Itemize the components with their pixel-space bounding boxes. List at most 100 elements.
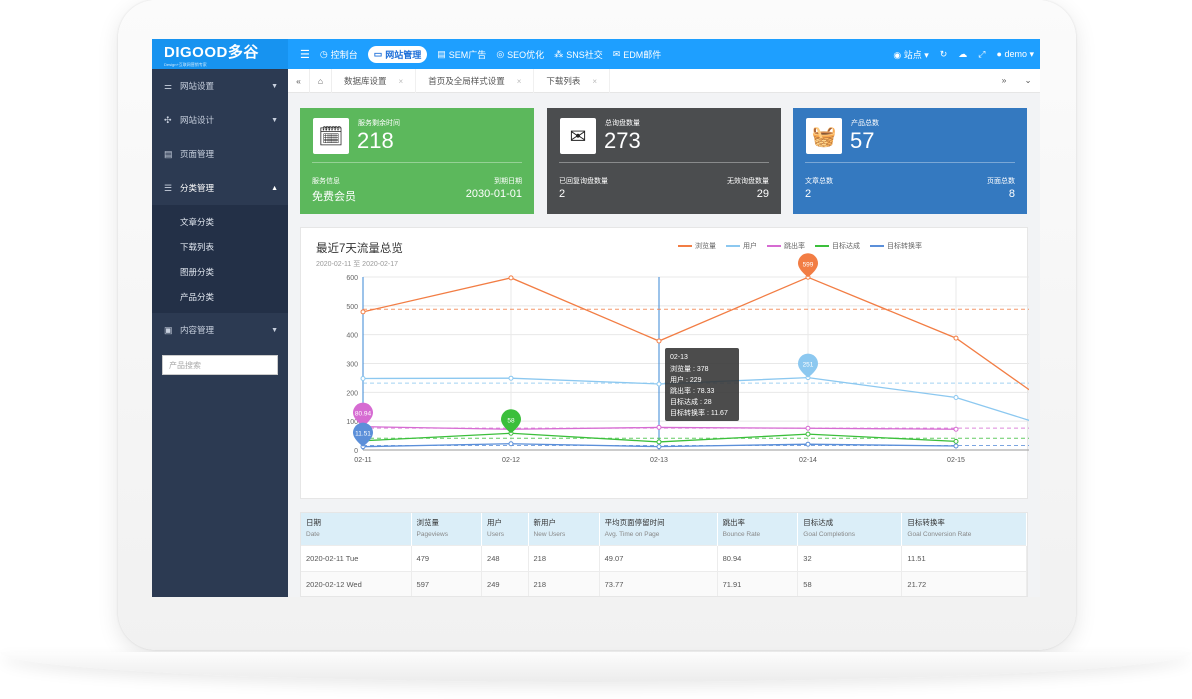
header-cn: 平均页面停留时间 <box>604 518 665 527</box>
table-cell: 2020-02-12 Wed <box>301 570 412 596</box>
card-foot-right-value: 2030-01-01 <box>465 188 522 200</box>
caret-down-icon: ▼ <box>271 82 278 90</box>
sidebar-subitem-album-category[interactable]: 图册分类 <box>180 266 215 277</box>
table-cell: 248 <box>481 544 529 571</box>
marker-label: 251 <box>803 362 814 369</box>
product-search-input[interactable]: 产品搜索 <box>162 355 278 375</box>
tooltip-line: 跳出率 : 78.33 <box>670 386 714 395</box>
nav-seo[interactable]: ◎ SEO优化 <box>496 48 544 61</box>
legend-swatch <box>815 245 829 247</box>
table-cell: 479 <box>411 544 483 571</box>
close-icon[interactable]: × <box>398 76 404 86</box>
marker-pin <box>798 253 818 278</box>
tab-controls: » ⌄ <box>992 75 1040 86</box>
tabs-scroll-right-icon[interactable]: » <box>1001 75 1007 85</box>
legend-swatch <box>678 245 692 247</box>
sidebar-item-content-management[interactable]: ▣ 内容管理 ▼ <box>152 313 288 347</box>
user-menu[interactable]: ● demo ▾ <box>996 48 1035 59</box>
traffic-table: 日期 Date 浏览量 Pageviews 用户 Users 新用户 New Users 平均页… <box>301 513 1027 596</box>
header-en: Avg. Time on Page <box>604 531 660 538</box>
table-cell: 597 <box>411 570 483 596</box>
legend-label: 目标达成 <box>832 243 860 250</box>
nav-edm[interactable]: ✉ EDM邮件 <box>613 48 662 61</box>
header-en: Bounce Rate <box>722 531 761 538</box>
data-point <box>805 431 811 437</box>
card-foot-right-value: 8 <box>1008 188 1015 200</box>
close-icon[interactable]: × <box>516 76 522 86</box>
sidebar-subitem-download-list[interactable]: 下载列表 <box>180 241 215 252</box>
close-icon[interactable]: × <box>592 76 598 86</box>
nav-site-management[interactable]: ▭ 网站管理 <box>367 45 428 63</box>
sidebar-item-site-settings[interactable]: ⚌ 网站设置 ▼ <box>152 69 288 103</box>
nav-sem[interactable]: ▤ SEM广告 <box>437 48 486 61</box>
nav-dashboard[interactable]: ◷ 控制台 <box>320 48 358 61</box>
sidebar-item-site-design[interactable]: ✣ 网站设计 ▼ <box>152 103 288 137</box>
tab-label: 数据库设置 <box>344 75 387 86</box>
legend-swatch <box>726 245 740 247</box>
tooltip-date: 02-13 <box>670 354 688 361</box>
table-header-cell: 日期 Date <box>301 513 412 545</box>
nav-sns[interactable]: ⁂ SNS社交 <box>554 48 603 61</box>
card-label: 服务剩余时间 <box>358 120 400 127</box>
table-cell: 218 <box>528 544 600 571</box>
tabs-menu-chevron-icon[interactable]: ⌄ <box>1024 75 1032 85</box>
legend-label: 目标转换率 <box>887 243 922 250</box>
chart-legend: 浏览量 用户 跳出率 目标达成 目标转换率 <box>678 241 922 251</box>
legend-item[interactable]: 浏览量 <box>678 241 716 251</box>
card-foot-right-label: 无效询盘数量 <box>727 178 769 185</box>
home-tab-icon[interactable]: ⌂ <box>310 68 332 93</box>
tab-database-settings[interactable]: 数据库设置 × <box>332 68 417 93</box>
sidebar-subitem-product-category[interactable]: 产品分类 <box>180 291 215 302</box>
table-header-cell: 平均页面停留时间 Avg. Time on Page <box>599 513 718 545</box>
marker-label: 11.51 <box>355 431 371 438</box>
refresh-icon[interactable]: ↻ <box>939 48 948 59</box>
card-foot-right-value: 29 <box>756 188 769 200</box>
data-point <box>953 395 959 401</box>
sidebar-item-category-management[interactable]: ☰ 分类管理 ▲ <box>152 171 288 205</box>
fullscreen-icon[interactable]: ⤢ <box>978 48 986 59</box>
site-selector[interactable]: ◉ 站点 ▾ <box>893 49 929 60</box>
header-cn: 日期 <box>306 518 321 527</box>
sliders-icon: ⚌ <box>164 80 173 91</box>
tab-homepage-style[interactable]: 首页及全局样式设置 × <box>416 68 535 93</box>
menu-toggle-icon[interactable]: ☰ <box>300 48 310 61</box>
legend-item[interactable]: 用户 <box>726 241 757 251</box>
table-header-cell: 目标达成 Goal Completions <box>797 513 903 545</box>
theme-icon[interactable]: ☁ <box>958 48 968 59</box>
header-en: New Users <box>533 531 566 538</box>
data-point <box>805 441 811 447</box>
tabs-scroll-left-icon[interactable]: « <box>288 68 310 93</box>
x-tick-label: 02-15 <box>947 457 965 464</box>
data-point <box>656 381 662 387</box>
laptop-base <box>0 652 1192 682</box>
chart-title: 最近7天流量总览 <box>316 243 403 255</box>
table-cell: 2020-02-11 Tue <box>301 544 412 571</box>
data-point <box>360 375 366 381</box>
marker-pin <box>353 422 373 447</box>
header-cn: 目标转换率 <box>907 518 945 527</box>
product-card: 🧺 产品总数 57 文章总数 2 页面总数 8 <box>793 108 1027 214</box>
sidebar-item-label: 内容管理 <box>180 325 215 335</box>
brand-logo[interactable]: DIGOOD多谷 Design+互联网营销专家 <box>152 39 288 69</box>
y-tick-label: 600 <box>346 275 358 282</box>
user-name: demo <box>1004 48 1027 59</box>
brand-tagline: Design+互联网营销专家 <box>164 61 207 67</box>
nav-label: 控制台 <box>330 49 358 60</box>
puzzle-icon: ✣ <box>164 114 172 125</box>
y-tick-label: 0 <box>354 448 358 455</box>
legend-item[interactable]: 跳出率 <box>767 241 805 251</box>
legend-item[interactable]: 目标达成 <box>815 241 860 251</box>
sidebar-subitem-article-category[interactable]: 文章分类 <box>180 216 215 227</box>
legend-item[interactable]: 目标转换率 <box>870 241 922 251</box>
content-icon: ▣ <box>164 324 173 335</box>
card-foot-left-value: 2 <box>805 188 812 200</box>
table-cell: 71.91 <box>717 570 799 596</box>
top-bar: DIGOOD多谷 Design+互联网营销专家 ☰ ◷ 控制台 ▭ 网站管理 ▤ SE… <box>152 39 1040 69</box>
marker-pin <box>798 353 818 378</box>
card-divider <box>312 162 522 163</box>
data-point <box>656 424 662 430</box>
sidebar-item-page-management[interactable]: ▤ 页面管理 <box>152 137 288 171</box>
y-tick-label: 500 <box>346 304 358 311</box>
data-point <box>656 439 662 445</box>
tab-download-list[interactable]: 下载列表 × <box>534 68 611 93</box>
